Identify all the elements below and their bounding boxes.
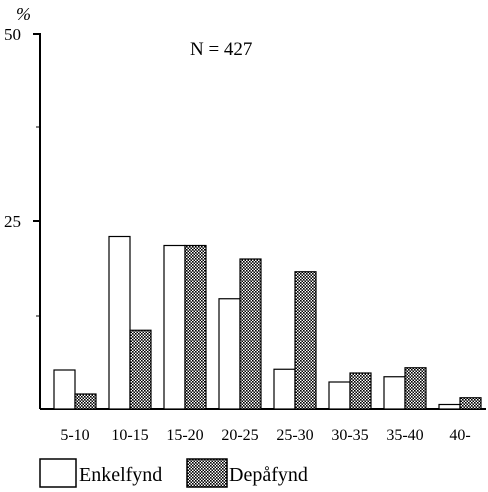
x-tick-label: 10-15 bbox=[111, 427, 148, 444]
legend-label-depafynd: Depåfynd bbox=[229, 464, 308, 486]
bar-depafynd-40- bbox=[459, 397, 482, 410]
y-tick-label-25: 25 bbox=[4, 212, 21, 231]
bar-enkelfynd-25-30 bbox=[273, 368, 296, 410]
legend-swatch-enkelfynd bbox=[39, 458, 77, 488]
x-tick-label: 20-25 bbox=[221, 427, 258, 444]
bar-depafynd-20-25 bbox=[239, 258, 262, 410]
legend-swatch-depafynd bbox=[186, 458, 228, 488]
y-axis-unit: % bbox=[16, 4, 31, 24]
bar-enkelfynd-30-35 bbox=[328, 381, 351, 410]
x-tick-label: 15-20 bbox=[166, 427, 203, 444]
bar-depafynd-35-40 bbox=[404, 367, 427, 410]
y-tick-label-50: 50 bbox=[4, 25, 21, 44]
bar-depafynd-25-30 bbox=[294, 271, 317, 410]
x-tick-label: 40- bbox=[449, 427, 470, 444]
bar-enkelfynd-20-25 bbox=[218, 298, 241, 410]
bar-enkelfynd-15-20 bbox=[163, 244, 186, 410]
sample-size-annotation: N = 427 bbox=[190, 39, 252, 60]
bar-enkelfynd-10-15 bbox=[108, 235, 131, 410]
bars bbox=[53, 235, 482, 410]
bar-depafynd-10-15 bbox=[129, 329, 152, 410]
x-tick-label: 30-35 bbox=[331, 427, 368, 444]
bar-enkelfynd-5-10 bbox=[53, 369, 76, 410]
bar-depafynd-30-35 bbox=[349, 372, 372, 410]
bar-enkelfynd-40- bbox=[438, 403, 461, 410]
x-tick-label: 25-30 bbox=[276, 427, 313, 444]
bar-enkelfynd-35-40 bbox=[383, 376, 406, 410]
legend-label-enkelfynd: Enkelfynd bbox=[79, 464, 162, 486]
bar-depafynd-15-20 bbox=[184, 244, 207, 410]
x-tick-label: 5-10 bbox=[60, 427, 89, 444]
x-tick-label: 35-40 bbox=[386, 427, 423, 444]
category-labels: 5-10 10-15 15-20 20-25 25-30 30-35 35-40 40- bbox=[60, 427, 470, 444]
bar-depafynd-5-10 bbox=[74, 393, 97, 410]
